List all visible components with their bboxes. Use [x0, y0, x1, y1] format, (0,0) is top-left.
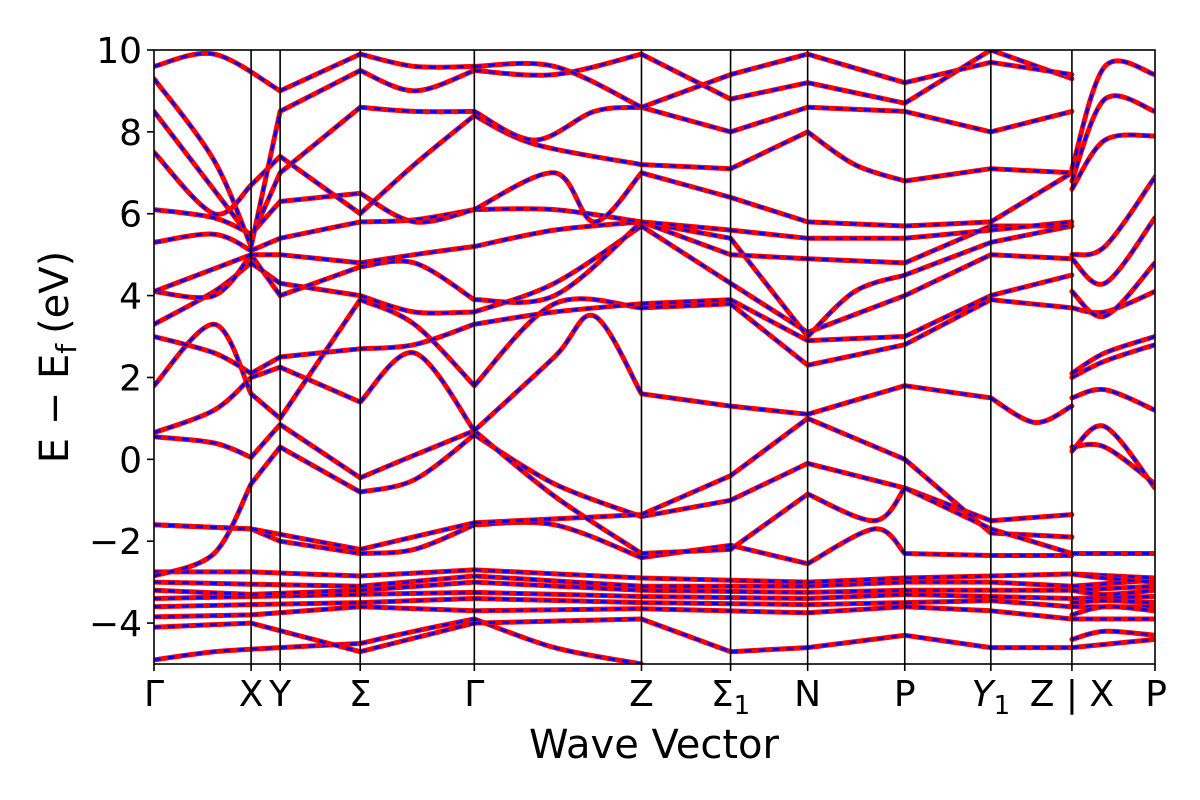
- x-tick-label: Γ: [144, 674, 164, 715]
- band-4-blue: [154, 591, 1155, 600]
- band-19-blue: [154, 171, 1073, 236]
- y-axis-label-main: E − E: [32, 354, 78, 464]
- y-axis-label: E − Ef (eV): [32, 251, 83, 464]
- band-13-red: [154, 296, 1075, 421]
- band-38-red: [1069, 174, 1155, 258]
- band-5-blue: [154, 580, 1155, 596]
- x-tick-label: P: [894, 674, 916, 715]
- band-34-red: [1069, 334, 1155, 376]
- x-tick-label: P: [1145, 674, 1167, 715]
- band-27-blue: [1071, 588, 1155, 596]
- band-41-red: [1069, 58, 1155, 172]
- y-axis-label-subscript: f: [50, 343, 83, 354]
- band-2-blue: [154, 605, 1155, 621]
- y-tick-label: 8: [119, 113, 142, 154]
- band-10-blue: [154, 417, 1072, 551]
- y-axis-label-unit: (eV): [32, 251, 78, 334]
- x-tick-label: N: [794, 674, 821, 715]
- band-24-blue: [1071, 629, 1155, 641]
- band-3-blue: [154, 597, 1155, 609]
- band-35-blue: [1071, 290, 1155, 315]
- band-38-blue: [1071, 176, 1155, 257]
- band-6-blue: [154, 574, 1155, 588]
- y-tick-label: −4: [89, 604, 142, 645]
- bands-layer: [154, 50, 1155, 664]
- band-13-blue: [154, 297, 1073, 420]
- y-tick-label: 0: [119, 440, 142, 481]
- band-40-blue: [1070, 94, 1155, 182]
- band-17-blue: [154, 220, 1072, 293]
- band-16-blue: [154, 220, 1073, 338]
- plot-frame: [153, 49, 1156, 665]
- x-tick-label: Z | X: [1030, 674, 1114, 715]
- x-tick-label: Y: [268, 674, 292, 715]
- y-tick-label: 4: [119, 277, 142, 318]
- x-axis-ticks: Γ X Y Σ Γ Z Σ1 N P Y1 Z | X P: [144, 664, 1167, 721]
- band-36-blue: [1070, 261, 1155, 318]
- band-28-blue: [1071, 572, 1155, 584]
- band-0-blue: [154, 617, 642, 664]
- band-23-blue: [154, 51, 1073, 109]
- band-18-blue: [154, 207, 1073, 252]
- band-37-blue: [1070, 216, 1155, 286]
- band-30-blue: [1071, 442, 1155, 486]
- kpoint-lines: [250, 50, 1073, 664]
- band-7-blue: [154, 568, 1155, 584]
- band-32-blue: [1071, 388, 1155, 412]
- y-axis-ticks: −4 −2 0 2 4 6 8 10: [89, 31, 154, 645]
- band-15-red: [154, 223, 1075, 335]
- band-33-red: [1069, 342, 1155, 380]
- y-tick-label: −2: [89, 522, 142, 563]
- x-tick-label: Γ: [464, 674, 484, 715]
- band-12-blue: [154, 313, 1073, 435]
- x-tick-label: Z: [629, 674, 654, 715]
- band-25-blue: [1071, 605, 1155, 617]
- band-1-blue: [154, 617, 1155, 654]
- y-tick-label: 2: [119, 358, 142, 399]
- band-21-blue: [154, 105, 1073, 240]
- band-22-blue: [154, 50, 1073, 248]
- band-39-blue: [1070, 133, 1155, 190]
- x-tick-label: X: [239, 674, 264, 715]
- band-8-blue: [154, 433, 1073, 578]
- y-tick-label: 10: [96, 31, 142, 72]
- y-tick-label: 6: [119, 195, 142, 236]
- x-tick-label: Σ1: [711, 674, 750, 721]
- band-14-blue: [154, 273, 1073, 375]
- band-12-red: [154, 312, 1075, 436]
- band-11-blue: [154, 423, 1073, 555]
- band-26-blue: [1071, 599, 1155, 604]
- x-axis-label: Wave Vector: [529, 722, 780, 768]
- x-tick-label: Y1: [972, 674, 1011, 721]
- band-31-blue: [1070, 424, 1155, 489]
- band-9-red: [154, 519, 1075, 567]
- band-10-red: [154, 415, 1075, 552]
- x-tick-label: Σ: [349, 674, 372, 715]
